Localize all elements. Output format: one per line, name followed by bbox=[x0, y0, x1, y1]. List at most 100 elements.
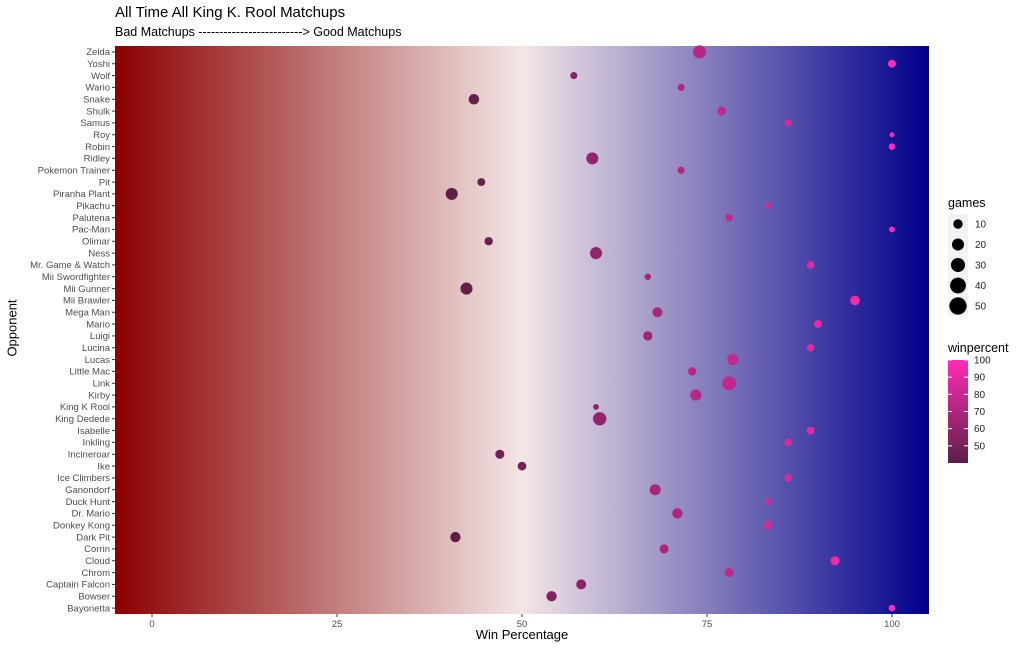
y-tick-label: Dr. Mario bbox=[71, 509, 110, 520]
data-point bbox=[495, 449, 505, 459]
y-tick-label: Little Mac bbox=[69, 367, 110, 378]
y-tick-label: Mii Brawler bbox=[63, 296, 110, 307]
data-point bbox=[693, 45, 707, 59]
y-tick-label: Pit bbox=[99, 177, 110, 188]
data-point bbox=[672, 508, 683, 519]
data-point bbox=[659, 544, 669, 554]
legend-color-label: 50 bbox=[974, 441, 986, 452]
y-tick-label: Mega Man bbox=[65, 308, 110, 319]
data-point bbox=[724, 568, 734, 578]
legend-size-key bbox=[950, 277, 966, 294]
y-tick-label: Ice Climbers bbox=[57, 473, 110, 484]
x-tick-label: 100 bbox=[884, 619, 900, 630]
data-point bbox=[888, 143, 896, 150]
y-tick-label: Captain Falcon bbox=[46, 580, 110, 591]
y-tick-label: Samus bbox=[80, 118, 110, 129]
x-tick-label: 25 bbox=[332, 619, 343, 630]
legend-color-label: 70 bbox=[974, 407, 986, 418]
y-tick-label: Pac-Man bbox=[72, 225, 110, 236]
data-point bbox=[850, 295, 860, 306]
legend-size-key bbox=[953, 219, 963, 229]
data-point bbox=[888, 59, 896, 68]
legend-color-label: 80 bbox=[974, 390, 986, 401]
data-point bbox=[688, 367, 697, 376]
chart-subtitle: Bad Matchups -------------------------> … bbox=[115, 25, 402, 39]
legend-size-key bbox=[949, 297, 967, 315]
y-tick-label: Olimar bbox=[82, 237, 110, 248]
data-point bbox=[589, 247, 603, 260]
y-tick-label: Wolf bbox=[91, 71, 110, 82]
x-tick-label: 75 bbox=[702, 619, 713, 630]
data-point bbox=[484, 237, 493, 246]
legend-winpercent-title: winpercent bbox=[947, 341, 1009, 355]
y-tick-label: Yoshi bbox=[87, 59, 110, 70]
y-tick-label: Snake bbox=[83, 95, 110, 106]
y-tick-label: Shulk bbox=[86, 106, 110, 117]
legend-size-label: 30 bbox=[975, 261, 987, 272]
y-tick-label: Luigi bbox=[90, 331, 110, 342]
data-point bbox=[765, 202, 772, 209]
data-points bbox=[445, 45, 896, 612]
legend-color-label: 90 bbox=[974, 373, 986, 384]
data-point bbox=[677, 83, 685, 91]
data-point bbox=[477, 178, 486, 187]
data-point bbox=[830, 556, 840, 566]
y-tick-label: Ike bbox=[97, 461, 110, 472]
y-tick-label: Chrom bbox=[81, 568, 110, 579]
y-tick-label: Lucas bbox=[85, 355, 111, 366]
data-point bbox=[570, 72, 578, 80]
data-point bbox=[725, 213, 733, 222]
data-point bbox=[717, 106, 727, 116]
y-tick-label: Bayonetta bbox=[67, 603, 110, 614]
x-tick-label: 50 bbox=[517, 619, 528, 630]
legend-size-label: 10 bbox=[975, 220, 987, 231]
legend-size-label: 40 bbox=[975, 281, 987, 292]
x-axis-label: Win Percentage bbox=[475, 627, 569, 642]
data-point bbox=[806, 343, 815, 352]
y-tick-label: Donkey Kong bbox=[53, 521, 110, 532]
data-point bbox=[652, 307, 663, 318]
data-point bbox=[643, 331, 653, 341]
y-tick-label: Zelda bbox=[86, 47, 110, 58]
y-tick-label: Roy bbox=[93, 130, 110, 141]
data-point bbox=[450, 531, 461, 543]
y-tick-label: Pokemon Trainer bbox=[38, 166, 110, 177]
y-tick-label: King K Rool bbox=[60, 402, 110, 413]
y-tick-label: Ness bbox=[88, 248, 110, 259]
data-point bbox=[690, 389, 702, 401]
legend-size-label: 50 bbox=[975, 302, 987, 313]
y-tick-label: Corrin bbox=[84, 544, 110, 555]
data-point bbox=[546, 591, 557, 602]
legend-winpercent: winpercent 50 60 70 80 90 100 bbox=[947, 341, 1009, 463]
y-tick-label: Cloud bbox=[85, 556, 110, 567]
legend-color-label: 60 bbox=[974, 424, 986, 435]
data-point bbox=[576, 579, 587, 590]
data-point bbox=[784, 474, 793, 482]
y-tick-label: Wario bbox=[86, 83, 110, 94]
data-point bbox=[764, 521, 773, 530]
x-tick-label: 0 bbox=[149, 619, 154, 630]
y-tick-label: Incineroar bbox=[68, 450, 110, 461]
y-tick-label: Mr. Game & Watch bbox=[30, 260, 110, 271]
data-point bbox=[722, 376, 737, 391]
data-point bbox=[727, 353, 739, 366]
data-point bbox=[517, 461, 527, 471]
data-point bbox=[889, 132, 895, 138]
y-tick-label: Robin bbox=[85, 142, 110, 153]
y-tick-label: Ridley bbox=[84, 154, 111, 165]
y-tick-label: Lucina bbox=[82, 343, 111, 354]
y-tick-label: Pikachu bbox=[76, 201, 110, 212]
chart-title: All Time All King K. Rool Matchups bbox=[115, 4, 346, 21]
y-tick-label: King Dedede bbox=[55, 414, 110, 425]
data-point bbox=[468, 93, 480, 105]
data-point bbox=[460, 282, 473, 295]
y-tick-label: Ganondorf bbox=[65, 485, 110, 496]
y-tick-label: Isabelle bbox=[77, 426, 110, 437]
y-tick-label: Inkling bbox=[83, 438, 110, 449]
data-point bbox=[644, 273, 652, 281]
y-tick-label: Mii Swordfighter bbox=[42, 272, 110, 283]
legend-size-key bbox=[951, 238, 965, 251]
data-point bbox=[593, 403, 599, 410]
